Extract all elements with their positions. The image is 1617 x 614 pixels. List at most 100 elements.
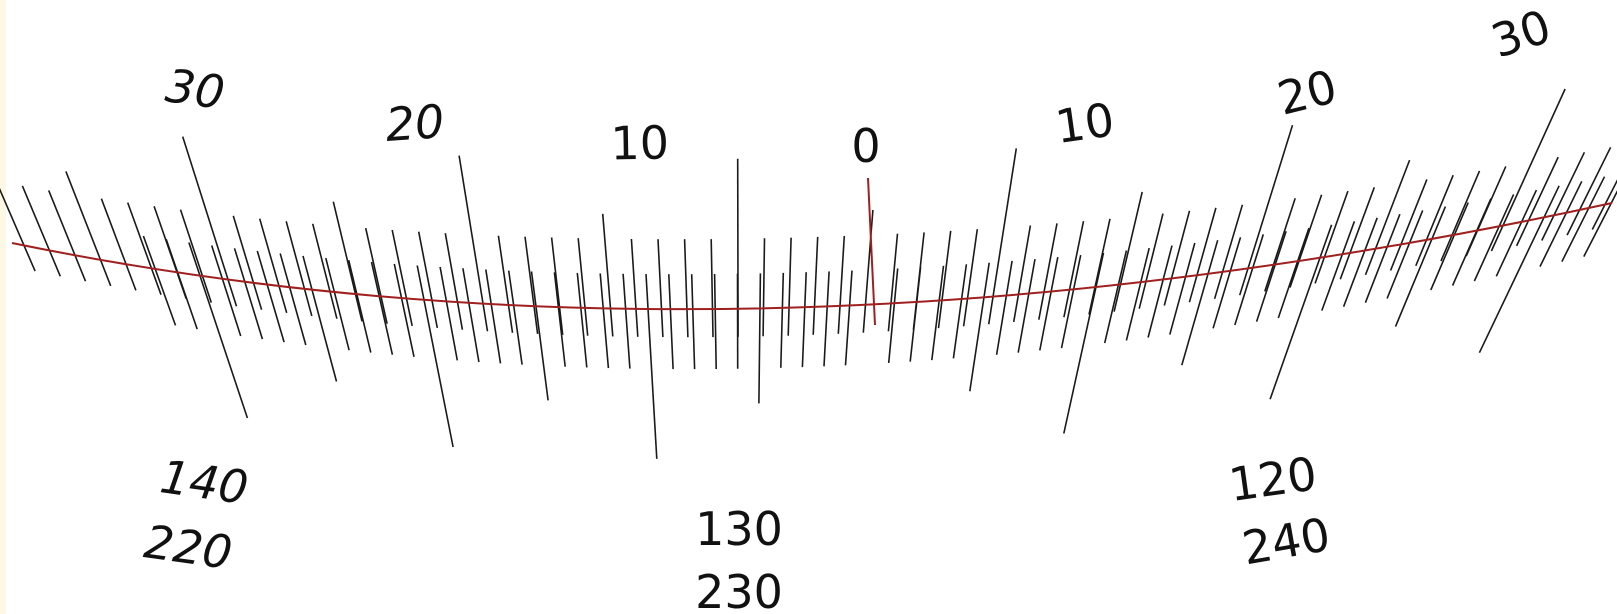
upper-label-right-20: 20 xyxy=(1272,59,1342,126)
upper-tick xyxy=(325,257,350,351)
upper-tick xyxy=(302,255,338,382)
upper-tick xyxy=(165,239,198,330)
upper-tick xyxy=(1539,180,1583,267)
upper-tick xyxy=(801,272,807,368)
upper-tick xyxy=(439,266,459,361)
upper-tick xyxy=(1125,247,1150,341)
lower-tick xyxy=(1113,191,1143,312)
vernier-baseline-arc xyxy=(11,202,1613,311)
upper-tick xyxy=(1478,185,1560,354)
upper-tick xyxy=(952,264,968,359)
lower-tick xyxy=(1389,179,1428,271)
lower-tick xyxy=(126,202,162,295)
upper-tick xyxy=(1103,250,1128,344)
lower-tick xyxy=(1339,187,1376,280)
upper-tick xyxy=(1321,221,1356,311)
upper-tick xyxy=(370,261,394,355)
lower-label-center-outer: 130 xyxy=(695,502,783,556)
upper-tick xyxy=(1060,254,1082,349)
upper-tick xyxy=(1017,258,1036,353)
lower-tick xyxy=(332,201,363,322)
lower-tick xyxy=(0,187,36,272)
upper-tick xyxy=(1342,217,1378,307)
upper-tick xyxy=(507,270,523,365)
lower-tick xyxy=(962,229,979,327)
upper-tick xyxy=(1147,245,1173,338)
upper-tick xyxy=(1451,198,1492,286)
upper-label-left-30: 30 xyxy=(162,58,227,120)
lower-tick xyxy=(391,229,413,327)
lower-tick xyxy=(657,239,664,338)
upper-tick xyxy=(462,268,480,363)
lower-tick xyxy=(630,238,639,337)
upper-tick xyxy=(909,267,922,362)
lower-label-right-inner: 240 xyxy=(1238,507,1334,575)
lower-tick xyxy=(100,198,137,291)
upper-tick xyxy=(1583,190,1617,257)
lower-tick xyxy=(21,185,62,277)
lower-tick xyxy=(1213,204,1244,300)
upper-tick xyxy=(393,263,415,357)
lower-tick xyxy=(887,233,899,332)
lower-tick xyxy=(1138,213,1164,309)
lower-tick xyxy=(812,236,819,335)
upper-tick xyxy=(485,269,502,364)
lower-tick xyxy=(179,209,213,303)
upper-tick xyxy=(887,268,899,364)
upper-tick xyxy=(279,253,307,346)
lower-tick xyxy=(1566,146,1612,236)
upper-label-left-10: 10 xyxy=(610,115,669,170)
lower-tick xyxy=(458,155,489,332)
lower-tick xyxy=(1440,170,1481,262)
lower-label-right-outer: 120 xyxy=(1226,446,1320,512)
upper-tick xyxy=(690,274,696,370)
lower-label-center-inner: 230 xyxy=(695,565,783,614)
left-edge-tint xyxy=(0,0,6,614)
lower-tick xyxy=(311,223,338,319)
upper-tick xyxy=(256,250,285,343)
lower-tick xyxy=(1012,225,1032,323)
upper-tick xyxy=(713,273,717,370)
lower-tick xyxy=(1038,223,1058,320)
upper-tick xyxy=(1255,231,1287,322)
lower-label-left-outer: 140 xyxy=(157,449,251,515)
upper-tick xyxy=(622,273,631,369)
upper-tick xyxy=(1212,237,1242,329)
lower-tick xyxy=(364,227,388,324)
lower-scale-ticks xyxy=(0,88,1617,338)
lower-tick xyxy=(987,148,1018,325)
lower-tick xyxy=(787,237,792,336)
upper-tick xyxy=(1394,206,1447,327)
upper-tick xyxy=(1234,234,1265,326)
upper-tick xyxy=(1039,256,1059,351)
upper-tick xyxy=(844,270,853,366)
lower-tick xyxy=(1541,151,1586,241)
lower-tick xyxy=(232,215,263,310)
lower-tick xyxy=(1364,159,1411,276)
lower-tick xyxy=(417,231,439,329)
lower-tick xyxy=(937,230,952,329)
upper-tick xyxy=(347,260,372,353)
upper-tick xyxy=(668,274,674,370)
lower-tick xyxy=(285,221,313,317)
upper-tick xyxy=(416,265,454,448)
upper-label-left-20: 20 xyxy=(384,94,446,152)
upper-tick xyxy=(188,242,249,419)
lower-tick xyxy=(65,171,112,287)
upper-tick xyxy=(1277,227,1310,319)
lower-tick xyxy=(1163,210,1191,306)
upper-tick xyxy=(1473,194,1515,282)
lower-tick xyxy=(1238,124,1294,296)
upper-tick xyxy=(1181,239,1219,366)
upper-tick xyxy=(1269,224,1333,400)
lower-tick xyxy=(1188,207,1217,303)
upper-label-right-10: 10 xyxy=(1052,92,1117,154)
lower-label-left-inner: 220 xyxy=(141,514,235,580)
zero-index-line xyxy=(867,177,876,326)
upper-tick xyxy=(599,273,610,369)
upper-tick xyxy=(780,272,785,368)
upper-tick xyxy=(233,248,264,340)
upper-tick xyxy=(645,274,658,459)
lower-tick xyxy=(258,218,288,314)
